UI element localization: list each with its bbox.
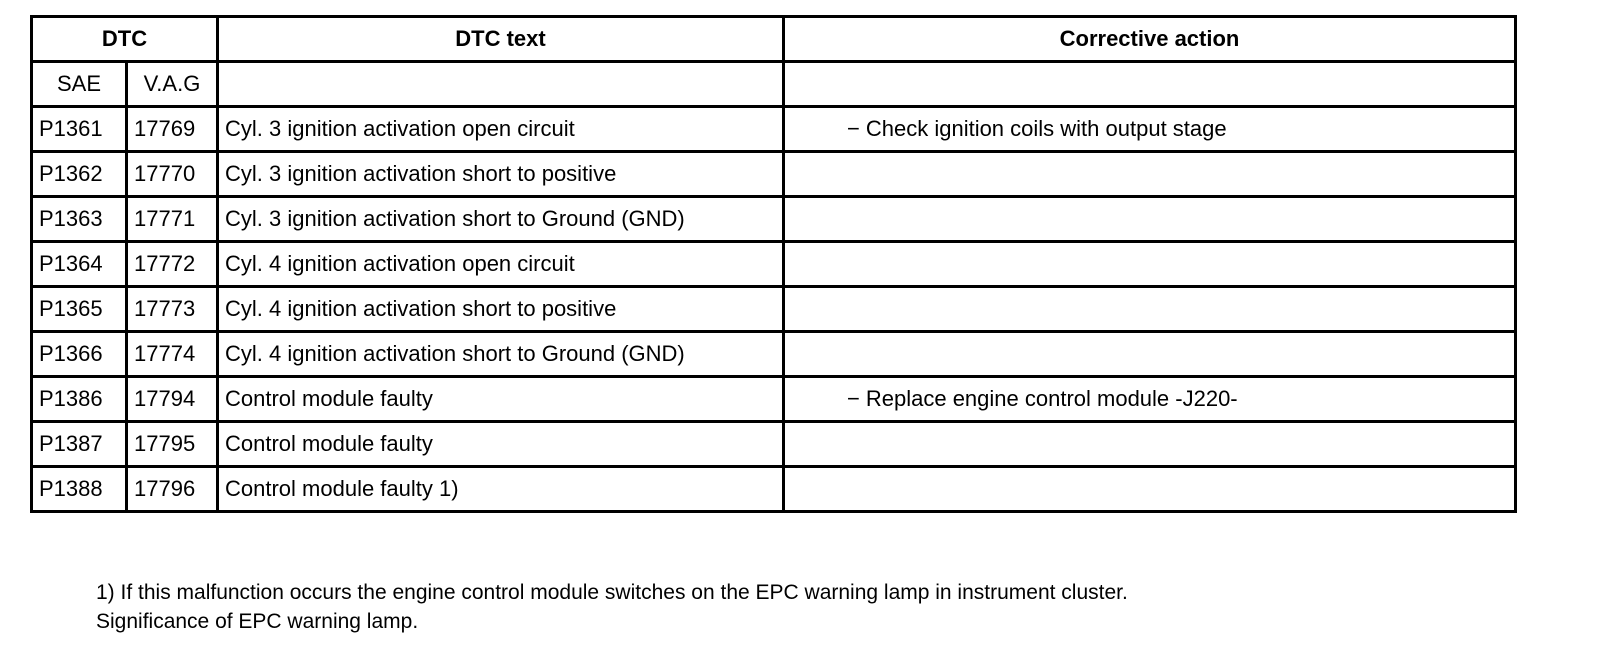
footnote-line-1: 1) If this malfunction occurs the engine… — [96, 581, 1128, 604]
dtc-text: Control module faulty 1) — [216, 465, 785, 513]
subheader-vag: V.A.G — [125, 60, 219, 108]
vag-code: 17769 — [125, 105, 219, 153]
corrective-action-text: Check ignition coils with output stage — [865, 116, 1227, 141]
dtc-table: DTC DTC text Corrective action SAE V.A.G… — [30, 15, 1517, 513]
footnote: 1) If this malfunction occurs the engine… — [96, 578, 1128, 636]
subheader-empty — [782, 60, 1517, 108]
corrective-action — [782, 465, 1517, 513]
sae-code: P1386 — [30, 375, 128, 423]
sae-code: P1366 — [30, 330, 128, 378]
corrective-action — [782, 150, 1517, 198]
vag-code: 17771 — [125, 195, 219, 243]
vag-code: 17770 — [125, 150, 219, 198]
table-row: P1365 17773 Cyl. 4 ignition activation sho… — [30, 285, 1517, 333]
sae-code: P1362 — [30, 150, 128, 198]
table-row: P1361 17769 Cyl. 3 ignition activation ope… — [30, 105, 1517, 153]
header-dtc: DTC — [30, 15, 219, 63]
dtc-text: Control module faulty — [216, 375, 785, 423]
corrective-action: − Replace engine control module -J220- — [782, 375, 1517, 423]
dtc-text: Cyl. 4 ignition activation short to posi… — [216, 285, 785, 333]
vag-code: 17774 — [125, 330, 219, 378]
table-row: P1386 17794 Control module faulty − Replace … — [30, 375, 1517, 423]
vag-code: 17796 — [125, 465, 219, 513]
table-row: P1388 17796 Control module faulty 1) — [30, 465, 1517, 513]
sae-code: P1364 — [30, 240, 128, 288]
table-row: P1362 17770 Cyl. 3 ignition activation sho… — [30, 150, 1517, 198]
table-row: P1363 17771 Cyl. 3 ignition activation sho… — [30, 195, 1517, 243]
footnote-line-2: Significance of EPC warning lamp. — [96, 610, 419, 633]
table-row: P1387 17795 Control module faulty — [30, 420, 1517, 468]
table-row: P1366 17774 Cyl. 4 ignition activation sho… — [30, 330, 1517, 378]
sae-code: P1387 — [30, 420, 128, 468]
header-row: DTC DTC text Corrective action — [30, 15, 1517, 63]
corrective-action-text: Replace engine control module -J220- — [865, 386, 1238, 411]
corrective-action: − Check ignition coils with output stage — [782, 105, 1517, 153]
dtc-text: Cyl. 4 ignition activation short to Grou… — [216, 330, 785, 378]
dtc-text: Cyl. 3 ignition activation short to posi… — [216, 150, 785, 198]
dash-bullet-icon: − — [847, 116, 860, 141]
corrective-action — [782, 240, 1517, 288]
corrective-action — [782, 330, 1517, 378]
table-row: P1364 17772 Cyl. 4 ignition activation ope… — [30, 240, 1517, 288]
subheader-sae: SAE — [30, 60, 128, 108]
header-dtc-text: DTC text — [216, 15, 785, 63]
dtc-text: Cyl. 3 ignition activation short to Grou… — [216, 195, 785, 243]
header-corrective-action: Corrective action — [782, 15, 1517, 63]
dtc-text: Control module faulty — [216, 420, 785, 468]
dash-bullet-icon: − — [847, 386, 860, 411]
corrective-action — [782, 420, 1517, 468]
corrective-action — [782, 195, 1517, 243]
vag-code: 17773 — [125, 285, 219, 333]
vag-code: 17794 — [125, 375, 219, 423]
sae-code: P1365 — [30, 285, 128, 333]
vag-code: 17795 — [125, 420, 219, 468]
sae-code: P1363 — [30, 195, 128, 243]
dtc-text: Cyl. 3 ignition activation open circuit — [216, 105, 785, 153]
dtc-text: Cyl. 4 ignition activation open circuit — [216, 240, 785, 288]
subheader-empty — [216, 60, 785, 108]
corrective-action — [782, 285, 1517, 333]
sae-code: P1388 — [30, 465, 128, 513]
vag-code: 17772 — [125, 240, 219, 288]
subheader-row: SAE V.A.G — [30, 60, 1517, 108]
sae-code: P1361 — [30, 105, 128, 153]
